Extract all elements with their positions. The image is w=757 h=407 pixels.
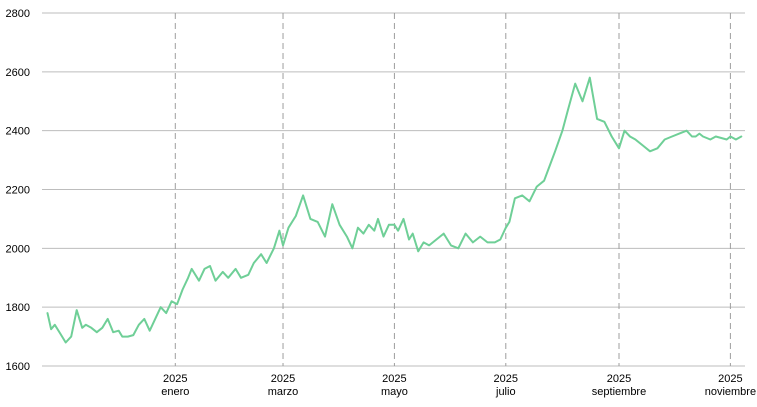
x-tick-month: julio xyxy=(495,386,516,398)
y-tick-label: 2000 xyxy=(6,243,30,255)
x-tick-month: mayo xyxy=(381,386,408,398)
x-tick-year: 2025 xyxy=(382,373,406,385)
x-tick-month: septiembre xyxy=(592,386,646,398)
x-tick-year: 2025 xyxy=(271,373,295,385)
y-axis-tick-labels: 1600 1800 2000 2200 2400 2600 2800 xyxy=(6,8,30,373)
x-tick-year: 2025 xyxy=(494,373,518,385)
x-axis-tick-labels: 2025enero2025marzo2025mayo2025julio2025s… xyxy=(161,373,756,398)
x-tick-month: noviembre xyxy=(705,386,756,398)
y-tick-label: 2600 xyxy=(6,67,30,79)
y-tick-label: 2400 xyxy=(6,126,30,138)
y-tick-label: 2200 xyxy=(6,185,30,197)
y-tick-label: 1600 xyxy=(6,361,30,373)
series-line xyxy=(46,76,743,344)
x-tick-month: enero xyxy=(161,386,189,398)
vertical-gridlines xyxy=(174,13,731,366)
horizontal-gridlines xyxy=(42,12,745,367)
y-tick-label: 1800 xyxy=(6,302,30,314)
x-tick-month: marzo xyxy=(268,386,299,398)
y-tick-label: 2800 xyxy=(6,8,30,20)
x-tick-year: 2025 xyxy=(163,373,187,385)
x-tick-year: 2025 xyxy=(718,373,742,385)
x-tick-year: 2025 xyxy=(607,373,631,385)
